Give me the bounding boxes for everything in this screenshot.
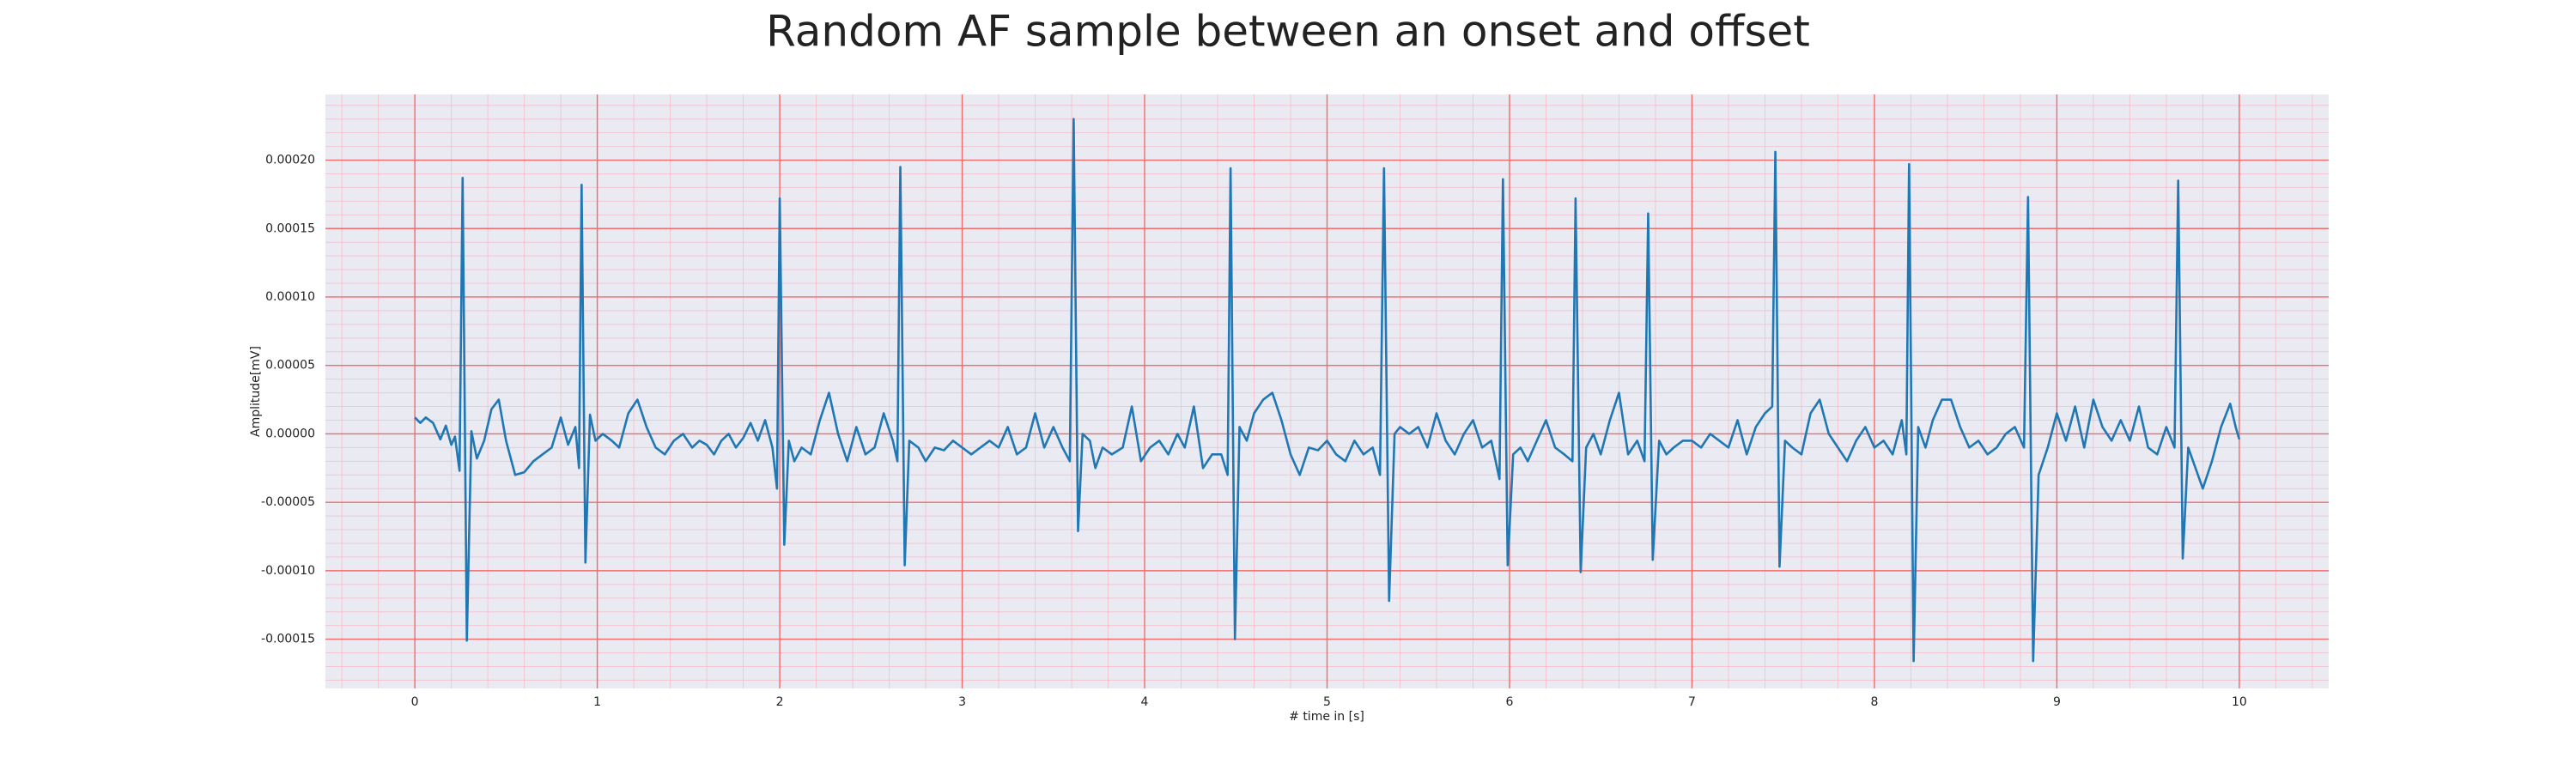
grid xyxy=(325,94,2329,688)
x-axis-label: # time in [s] xyxy=(1289,710,1364,724)
x-tick-label: 4 xyxy=(1141,695,1149,709)
x-tick-label: 1 xyxy=(593,695,601,709)
y-tick-label: 0.00005 xyxy=(265,359,315,373)
chart-title: Random AF sample between an onset and of… xyxy=(766,7,1810,57)
y-tick-label: -0.00015 xyxy=(261,633,315,646)
y-tick-label: 0.00015 xyxy=(265,221,315,235)
x-tick-label: 8 xyxy=(1870,695,1878,709)
x-tick-label: 10 xyxy=(2232,695,2247,709)
y-tick-label: -0.00010 xyxy=(261,564,315,578)
y-tick-label: 0.00000 xyxy=(265,427,315,440)
y-tick-label: 0.00010 xyxy=(265,290,315,304)
marks xyxy=(414,118,2241,663)
x-tick-label: 0 xyxy=(411,695,419,709)
x-tick-label: 3 xyxy=(958,695,966,709)
x-tick-label: 7 xyxy=(1688,695,1696,709)
x-tick-label: 5 xyxy=(1323,695,1331,709)
x-tick-label: 6 xyxy=(1506,695,1514,709)
line-series xyxy=(414,118,2241,663)
y-tick-label: 0.00020 xyxy=(265,154,315,167)
x-tick-label: 2 xyxy=(776,695,784,709)
y-tick-label: -0.00005 xyxy=(261,495,315,509)
x-tick-label: 9 xyxy=(2053,695,2061,709)
y-axis-label: Amplitude[mV] xyxy=(249,346,263,437)
